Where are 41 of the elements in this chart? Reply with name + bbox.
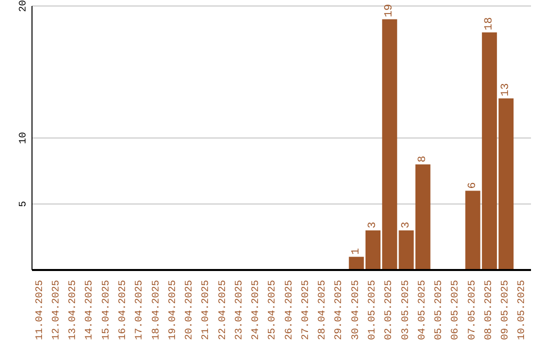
x-tick-label: 28.04.2025 bbox=[318, 280, 329, 340]
x-tick-label: 11.04.2025 bbox=[34, 280, 46, 340]
x-tick-label: 27.04.2025 bbox=[300, 280, 312, 340]
x-tick-label: 18.04.2025 bbox=[151, 280, 162, 340]
x-tick-label: 09.05.2025 bbox=[500, 280, 512, 340]
x-tick-label: 02.05.2025 bbox=[384, 280, 396, 340]
data-label: 3 bbox=[367, 222, 379, 228]
x-tick-label: 08.05.2025 bbox=[484, 280, 495, 340]
data-label: 18 bbox=[483, 17, 496, 30]
x-tick-label: 20.04.2025 bbox=[184, 280, 196, 340]
x-tick-label: 21.04.2025 bbox=[201, 280, 212, 340]
x-tick-label: 23.04.2025 bbox=[234, 280, 246, 340]
data-label: 8 bbox=[416, 156, 429, 162]
x-tick-label: 16.04.2025 bbox=[118, 280, 129, 340]
x-tick-label: 07.05.2025 bbox=[467, 280, 478, 340]
data-label: 19 bbox=[384, 4, 396, 18]
x-tick-label: 19.04.2025 bbox=[168, 280, 179, 340]
y-tick-label: 10 bbox=[18, 132, 30, 144]
y-tick-label: 5 bbox=[18, 200, 30, 208]
x-tick-label: 25.04.2025 bbox=[268, 280, 279, 340]
x-tick-label: 06.05.2025 bbox=[450, 280, 462, 340]
data-label: 13 bbox=[500, 83, 512, 96]
x-tick-label: 05.05.2025 bbox=[434, 280, 446, 340]
data-label: 1 bbox=[350, 248, 362, 255]
x-tick-label: 22.04.2025 bbox=[218, 280, 229, 340]
x-tick-label: 30.04.2025 bbox=[350, 280, 362, 340]
x-tick-label: 01.05.2025 bbox=[367, 280, 378, 340]
x-tick-label: 04.05.2025 bbox=[417, 280, 428, 340]
x-tick-label: 03.05.2025 bbox=[400, 280, 412, 340]
x-tick-label: 29.04.2025 bbox=[334, 280, 346, 340]
x-tick-label: 15.04.2025 bbox=[101, 280, 112, 340]
x-tick-label: 14.04.2025 bbox=[84, 280, 96, 340]
y-tick-label: 20 bbox=[18, 0, 30, 12]
x-tick-label: 13.04.2025 bbox=[68, 280, 80, 340]
x-tick-label: 24.04.2025 bbox=[251, 280, 262, 340]
x-tick-label: 17.04.2025 bbox=[134, 280, 146, 340]
x-tick-label: 10.05.2025 bbox=[517, 280, 528, 340]
data-label: 6 bbox=[466, 182, 479, 189]
x-tick-label: 12.04.2025 bbox=[51, 280, 62, 340]
x-tick-label: 26.04.2025 bbox=[284, 280, 296, 340]
data-label: 3 bbox=[400, 222, 412, 228]
